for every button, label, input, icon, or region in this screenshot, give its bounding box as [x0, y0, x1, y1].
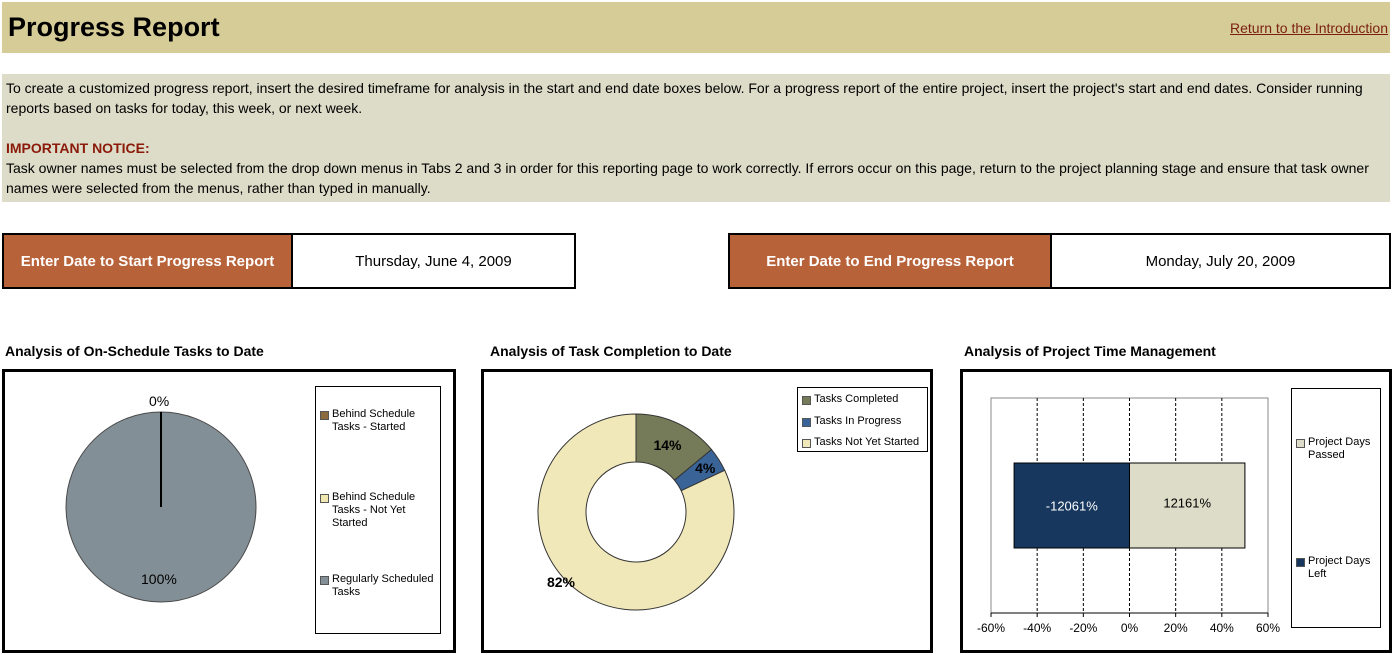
start-date-field[interactable]: Thursday, June 4, 2009 [355, 252, 512, 270]
legend-label: Behind Schedule Tasks - Not Yet Started [332, 491, 416, 529]
legend-label: Tasks Not Yet Started [814, 436, 920, 448]
pie-label-zero: 0% [149, 393, 169, 409]
legend-item: Behind Schedule Tasks - Not Yet Started [320, 491, 422, 530]
bar-project-days-left [1013, 462, 1130, 549]
legend-swatch [320, 494, 329, 503]
legend-label: Regularly Scheduled Tasks [332, 573, 434, 598]
instructions-text: To create a customized progress report, … [6, 80, 1363, 116]
on-schedule-legend: Behind Schedule Tasks - Started Behind S… [315, 386, 441, 634]
task-completion-donut-svg: 14% 4% 82% [537, 413, 735, 611]
legend-label: Project Days Passed [1308, 436, 1371, 461]
x-tick-label: -40% [1023, 621, 1051, 635]
x-tick-label: 40% [1210, 621, 1234, 635]
legend-label: Behind Schedule Tasks - Started [332, 408, 416, 433]
legend-label: Tasks Completed [814, 393, 899, 405]
legend-swatch [802, 396, 811, 405]
on-schedule-chart: 0% 100% Behind Schedule Tasks - Started … [2, 369, 456, 653]
time-management-bar-svg: -60% -40% -20% 0% 20% 40% 60% -12061% 12161% [977, 397, 1280, 635]
chart-title-time-management: Analysis of Project Time Management [964, 343, 1216, 359]
task-completion-chart: 14% 4% 82% Tasks Completed Tasks In Progre… [481, 369, 933, 653]
on-schedule-pie-svg: 0% 100% [65, 393, 257, 603]
notice-text: Task owner names must be selected from t… [6, 160, 1369, 196]
legend-swatch [1296, 558, 1305, 567]
legend-swatch [1296, 439, 1305, 448]
chart-title-on-schedule: Analysis of On-Schedule Tasks to Date [5, 343, 264, 359]
chart-title-task-completion: Analysis of Task Completion to Date [490, 343, 732, 359]
start-date-label: Enter Date to Start Progress Report [4, 235, 293, 287]
x-tick-label: -60% [977, 621, 1005, 635]
header-bar: Progress Report Return to the Introducti… [2, 2, 1390, 53]
bar-label-days-passed: 12161% [1163, 496, 1211, 511]
x-tick-label: -20% [1069, 621, 1097, 635]
end-date-field[interactable]: Monday, July 20, 2009 [1145, 252, 1296, 270]
legend-item: Tasks Completed [802, 393, 898, 406]
time-management-legend: Project Days Passed Project Days Left [1291, 388, 1381, 628]
x-tick-label: 60% [1256, 621, 1280, 635]
donut-data-label: 82% [547, 574, 576, 590]
legend-swatch [320, 411, 329, 420]
notice-title: IMPORTANT NOTICE: [6, 140, 150, 156]
instructions-panel: To create a customized progress report, … [2, 74, 1390, 202]
page-title: Progress Report [8, 12, 220, 42]
legend-item: Project Days Passed [1296, 436, 1378, 462]
legend-item: Tasks Not Yet Started [802, 436, 919, 449]
pie-label-hundred: 100% [141, 571, 177, 587]
task-completion-legend: Tasks Completed Tasks In Progress Tasks … [797, 387, 928, 452]
x-tick-label: 0% [1121, 621, 1139, 635]
start-date-box: Enter Date to Start Progress Report Thur… [2, 233, 576, 289]
legend-item: Behind Schedule Tasks - Started [320, 408, 432, 434]
legend-item: Regularly Scheduled Tasks [320, 573, 442, 599]
bar-label-days-left: -12061% [1046, 499, 1098, 514]
legend-swatch [802, 439, 811, 448]
bar-project-days-passed [1129, 462, 1246, 549]
legend-swatch [320, 576, 329, 585]
time-management-chart: -60% -40% -20% 0% 20% 40% 60% -12061% 12161% Pro… [960, 369, 1392, 653]
end-date-label: Enter Date to End Progress Report [730, 235, 1052, 287]
legend-item: Tasks In Progress [802, 415, 901, 428]
legend-label: Project Days Left [1308, 555, 1371, 580]
x-tick-label: 20% [1164, 621, 1188, 635]
donut-data-label: 14% [653, 437, 682, 453]
legend-item: Project Days Left [1296, 555, 1378, 581]
donut-slice [537, 413, 735, 611]
donut-data-label: 4% [695, 460, 716, 476]
end-date-box: Enter Date to End Progress Report Monday… [728, 233, 1391, 289]
legend-swatch [802, 418, 811, 427]
return-to-introduction-link[interactable]: Return to the Introduction [1230, 20, 1388, 36]
legend-label: Tasks In Progress [814, 415, 902, 427]
